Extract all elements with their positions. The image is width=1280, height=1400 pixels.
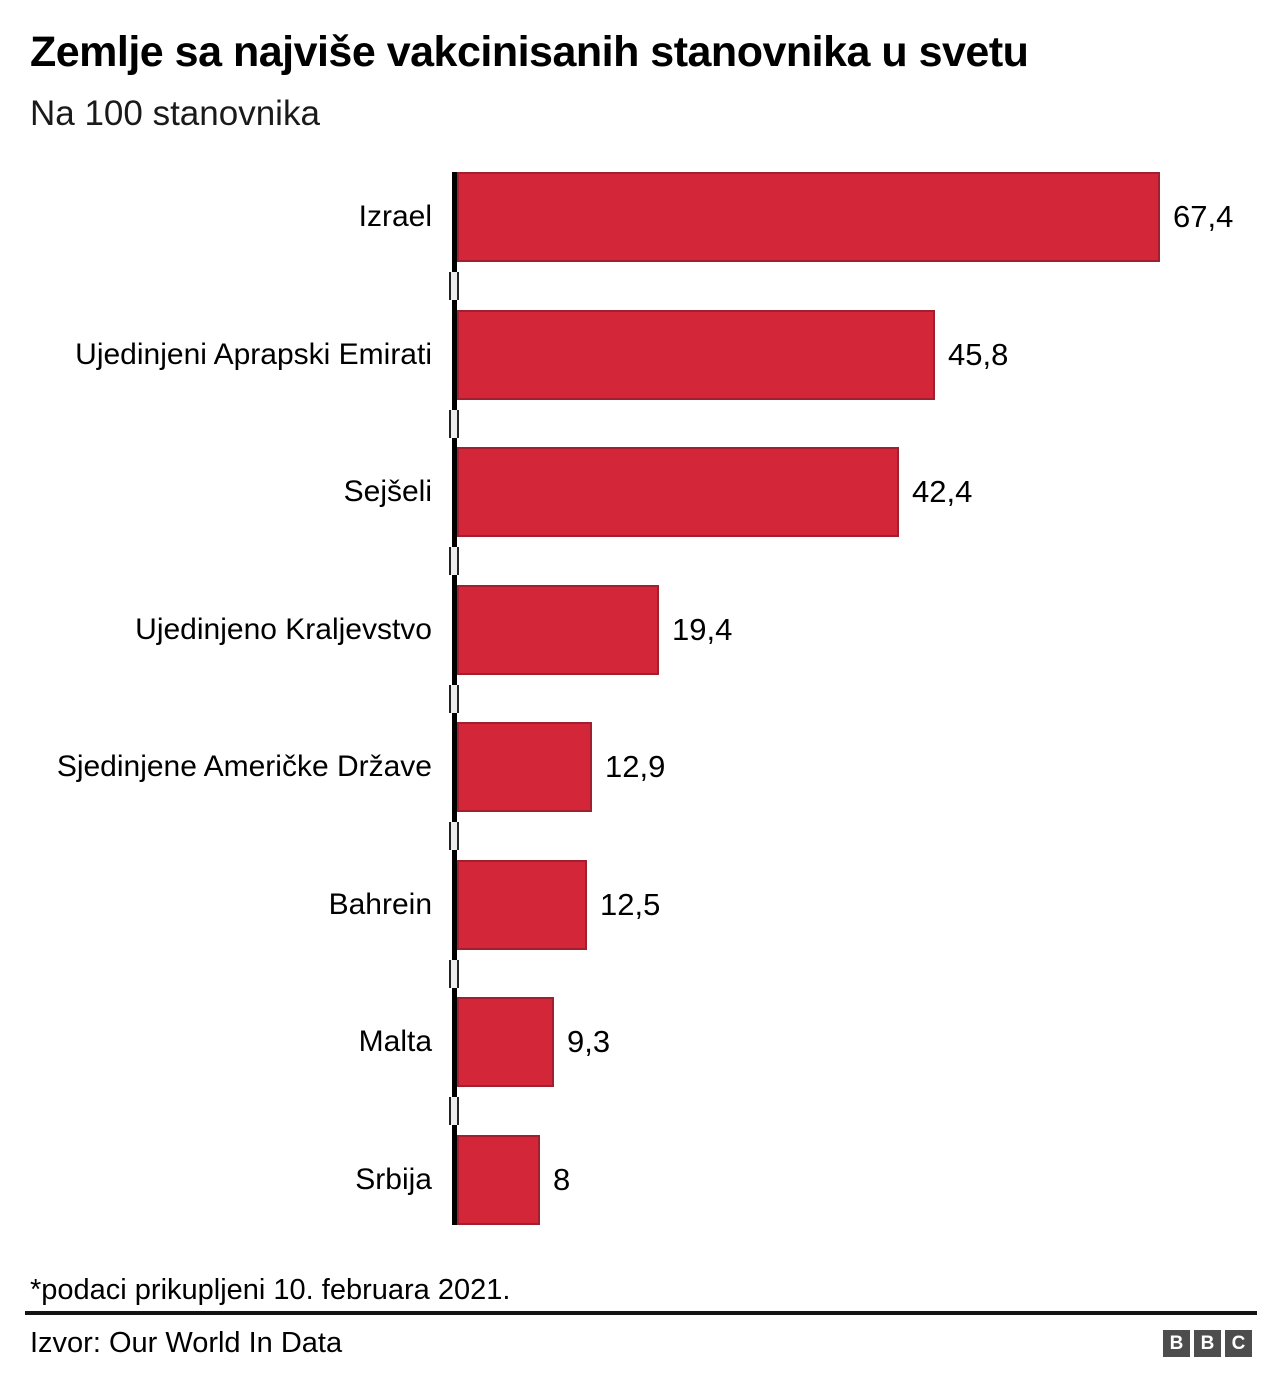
category-label: Ujedinjeni Aprapski Emirati xyxy=(75,337,432,371)
axis-tick xyxy=(449,1097,459,1125)
category-label: Sjedinjene Američke Države xyxy=(56,750,432,783)
bar xyxy=(457,172,1160,262)
value-label: 9,3 xyxy=(567,1024,611,1059)
bbc-logo: B B C xyxy=(1163,1330,1252,1357)
category-label: Srbija xyxy=(355,1162,432,1196)
bbc-logo-letter: B xyxy=(1194,1330,1221,1357)
bar xyxy=(457,1134,540,1225)
category-label: Ujedinjeno Kraljevstvo xyxy=(135,612,432,646)
value-label: 67,4 xyxy=(1173,199,1234,234)
footnote: *podaci prikupljeni 10. februara 2021. xyxy=(30,1274,511,1306)
value-label: 12,9 xyxy=(605,749,666,784)
axis-tick xyxy=(449,684,459,713)
axis-tick xyxy=(449,547,459,575)
source-row: Izvor: Our World In Data B B C xyxy=(30,1327,1252,1360)
axis-tick xyxy=(449,822,459,850)
value-label: 45,8 xyxy=(948,336,1009,372)
value-label: 19,4 xyxy=(672,611,733,647)
bar-chart: Izrael 67,4 Ujedinjeni Aprapski Emirati 45,… xyxy=(0,172,1280,1225)
footer-divider xyxy=(25,1311,1257,1315)
value-label: 12,5 xyxy=(600,886,661,922)
category-label: Malta xyxy=(358,1025,432,1058)
chart-subtitle: Na 100 stanovnika xyxy=(30,94,320,133)
category-label: Sejšeli xyxy=(343,475,432,508)
axis-tick xyxy=(449,409,459,438)
chart-title: Zemlje sa najviše vakcinisanih stanovnik… xyxy=(30,28,1029,76)
category-label: Bahrein xyxy=(328,887,432,921)
axis-tick xyxy=(449,959,459,988)
axis-tick xyxy=(449,272,459,300)
bar xyxy=(457,584,659,675)
category-label: Izrael xyxy=(358,200,432,233)
bar xyxy=(457,859,587,950)
bbc-logo-letter: B xyxy=(1163,1330,1190,1357)
bar xyxy=(457,447,899,537)
bar xyxy=(457,722,592,812)
value-label: 42,4 xyxy=(912,474,973,509)
value-label: 8 xyxy=(553,1161,571,1197)
source-text: Izvor: Our World In Data xyxy=(30,1327,343,1359)
bar xyxy=(457,997,554,1087)
bar xyxy=(457,309,935,400)
bbc-logo-letter: C xyxy=(1225,1330,1252,1357)
